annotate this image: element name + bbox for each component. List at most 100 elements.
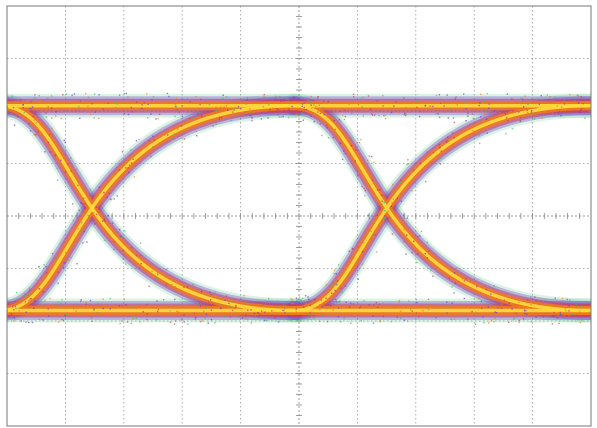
trace-noise-dot — [93, 93, 96, 95]
trace-noise-dot — [81, 230, 83, 232]
trace-noise-dot — [424, 253, 426, 255]
trace-noise-dot — [225, 295, 228, 297]
trace-noise-dot — [344, 152, 346, 155]
trace-noise-dot — [108, 192, 110, 194]
trace-noise-dot — [287, 99, 290, 101]
trace-noise-dot — [371, 113, 373, 115]
trace-noise-dot — [380, 212, 382, 215]
trace-noise-dot — [350, 144, 353, 147]
trace-noise-dot — [29, 287, 31, 290]
trace-noise-dot — [405, 113, 407, 116]
trace-noise-dot — [200, 290, 203, 293]
trace-noise-dot — [526, 301, 528, 303]
trace-noise-dot — [376, 214, 379, 216]
trace-noise-dot — [22, 107, 25, 109]
trace-noise-dot — [153, 139, 155, 141]
trace-noise-dot — [318, 104, 321, 106]
trace-noise-dot — [443, 305, 445, 307]
trace-noise-dot — [542, 316, 544, 318]
trace-noise-dot — [472, 130, 474, 132]
trace-noise-dot — [228, 302, 230, 304]
trace-noise-dot — [130, 162, 133, 164]
trace-noise-dot — [276, 108, 278, 110]
trace-noise-dot — [295, 110, 298, 112]
trace-noise-dot — [94, 223, 96, 225]
trace-noise-dot — [87, 96, 90, 98]
trace-noise-dot — [32, 115, 34, 118]
trace-noise-dot — [192, 283, 194, 286]
trace-noise-dot — [511, 127, 513, 130]
trace-noise-dot — [95, 213, 98, 216]
trace-noise-dot — [76, 263, 78, 265]
trace-noise-dot — [65, 313, 68, 315]
trace-noise-dot — [353, 96, 355, 98]
trace-noise-dot — [452, 117, 455, 119]
trace-noise-dot — [482, 316, 484, 318]
trace-noise-dot — [240, 108, 242, 110]
trace-noise-dot — [78, 181, 80, 183]
trace-noise-dot — [453, 318, 456, 320]
trace-noise-dot — [75, 310, 77, 312]
trace-noise-dot — [329, 285, 331, 287]
trace-noise-dot — [569, 93, 571, 96]
trace-noise-dot — [90, 317, 93, 319]
trace-noise-dot — [98, 186, 101, 188]
trace-noise-dot — [521, 98, 524, 100]
trace-noise-dot — [193, 312, 195, 314]
trace-noise-dot — [73, 93, 76, 95]
trace-noise-dot — [46, 127, 48, 129]
trace-noise-dot — [119, 169, 121, 171]
trace-noise-dot — [588, 311, 591, 314]
trace-noise-dot — [25, 321, 27, 323]
trace-noise-dot — [93, 212, 95, 214]
trace-noise-dot — [316, 97, 319, 99]
trace-noise-dot — [309, 101, 311, 104]
trace-noise-dot — [200, 115, 203, 117]
trace-noise-dot — [404, 114, 407, 117]
trace-noise-dot — [222, 97, 224, 100]
trace-noise-dot — [309, 311, 312, 314]
trace-noise-dot — [439, 102, 442, 104]
trace-noise-dot — [55, 257, 58, 259]
trace-noise-dot — [342, 114, 344, 117]
trace-noise-dot — [481, 307, 483, 309]
trace-noise-dot — [28, 289, 31, 292]
trace-noise-dot — [333, 120, 335, 122]
trace-noise-dot — [132, 158, 134, 160]
trace-noise-dot — [101, 206, 103, 208]
trace-noise-dot — [218, 118, 220, 121]
trace-noise-dot — [383, 217, 386, 219]
trace-noise-dot — [94, 111, 96, 113]
trace-noise-dot — [244, 318, 246, 320]
trace-noise-dot — [588, 110, 590, 113]
trace-noise-dot — [519, 121, 521, 123]
trace-noise-dot — [334, 116, 336, 118]
trace-noise-dot — [384, 118, 387, 120]
trace-noise-dot — [399, 181, 402, 183]
trace-noise-dot — [372, 322, 375, 324]
trace-noise-dot — [461, 278, 463, 280]
trace-noise-dot — [333, 272, 335, 275]
trace-noise-dot — [205, 313, 208, 316]
trace-noise-dot — [427, 315, 429, 317]
trace-noise-dot — [37, 131, 40, 133]
trace-noise-dot — [102, 298, 104, 300]
trace-noise-dot — [201, 116, 203, 119]
trace-noise-dot — [367, 214, 369, 217]
trace-noise-dot — [200, 320, 202, 323]
trace-noise-dot — [85, 303, 87, 305]
trace-noise-dot — [367, 159, 369, 162]
trace-noise-dot — [47, 101, 49, 103]
trace-noise-dot — [148, 285, 150, 287]
trace-noise-dot — [364, 232, 366, 235]
trace-noise-dot — [574, 100, 576, 102]
trace-noise-dot — [292, 306, 294, 308]
trace-noise-dot — [110, 198, 112, 200]
trace-noise-dot — [341, 158, 344, 161]
trace-noise-dot — [469, 280, 471, 283]
trace-noise-dot — [124, 263, 127, 265]
trace-noise-dot — [277, 321, 280, 323]
trace-rising-edge — [292, 104, 591, 313]
trace-noise-dot — [283, 109, 285, 112]
trace-noise-dot — [81, 210, 83, 212]
